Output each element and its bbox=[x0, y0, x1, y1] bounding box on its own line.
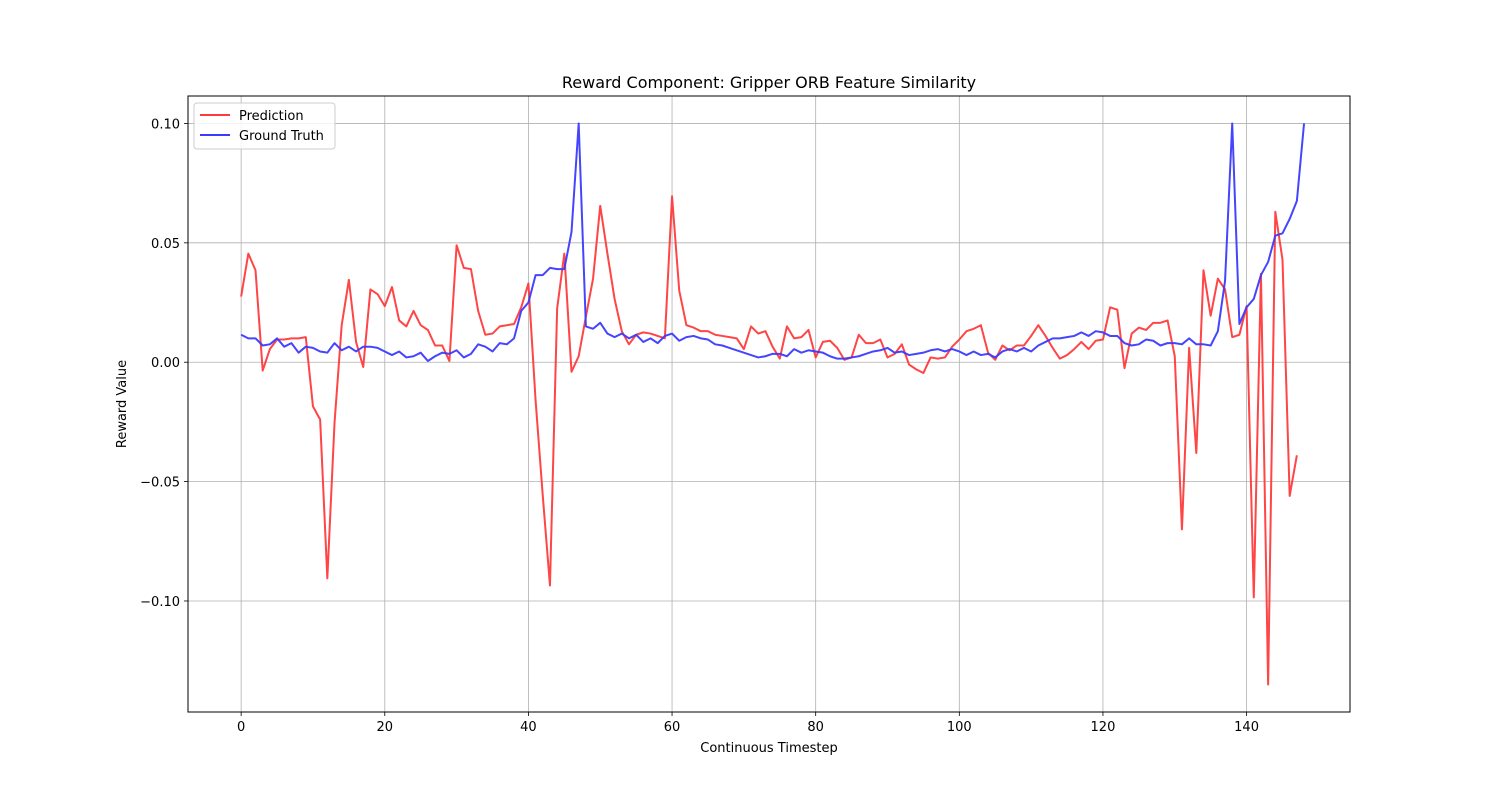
x-tick-label: 0 bbox=[237, 720, 245, 735]
y-axis-label: Reward Value bbox=[115, 360, 130, 448]
legend: Prediction Ground Truth bbox=[193, 102, 336, 150]
legend-label-ground-truth: Ground Truth bbox=[239, 129, 324, 144]
legend-label-prediction: Prediction bbox=[239, 109, 304, 124]
series-line-ground-truth bbox=[240, 122, 1306, 363]
y-tick-label: −0.05 bbox=[140, 476, 180, 491]
plot-frame bbox=[187, 95, 1351, 713]
x-tick-label: 80 bbox=[807, 720, 824, 735]
x-tick-label: 120 bbox=[1091, 720, 1116, 735]
y-tick-label: 0.00 bbox=[151, 356, 180, 371]
x-tick-label: 140 bbox=[1234, 720, 1259, 735]
y-tick-label: 0.10 bbox=[151, 117, 180, 132]
x-tick-label: 60 bbox=[664, 720, 681, 735]
y-tick-label: −0.10 bbox=[140, 595, 180, 610]
grid-layer bbox=[188, 96, 1350, 712]
x-tick-label: 20 bbox=[377, 720, 394, 735]
x-tick-label: 100 bbox=[947, 720, 972, 735]
x-axis-label: Continuous Timestep bbox=[700, 741, 838, 756]
tick-layer: 0 20 40 60 80 100 120 140 −0.10 −0.05 0.00 0.05 0.10 bbox=[140, 117, 1259, 735]
y-tick-label: 0.05 bbox=[151, 237, 180, 252]
x-tick-label: 40 bbox=[520, 720, 537, 735]
series-layer bbox=[240, 122, 1306, 686]
chart-title: Reward Component: Gripper ORB Feature Si… bbox=[562, 73, 976, 92]
